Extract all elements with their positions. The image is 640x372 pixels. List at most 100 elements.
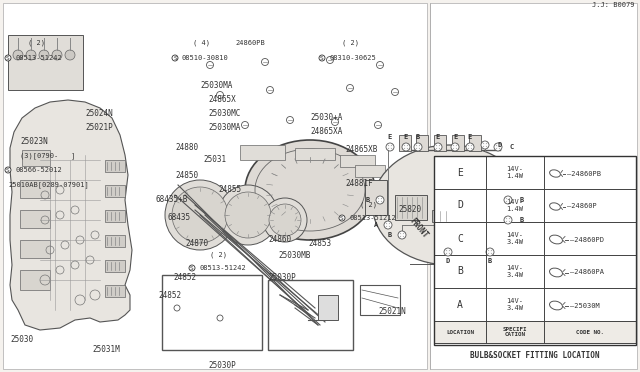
Circle shape — [241, 122, 248, 128]
Bar — [360, 285, 400, 315]
Text: E: E — [404, 134, 408, 140]
Circle shape — [451, 143, 459, 151]
Text: J.J: B0079: J.J: B0079 — [593, 2, 635, 8]
Circle shape — [39, 50, 49, 60]
Text: 14V-
1.4W: 14V- 1.4W — [506, 199, 524, 212]
Bar — [20, 240, 50, 258]
Text: —24860PA: —24860PA — [570, 269, 604, 276]
Text: 25031: 25031 — [203, 155, 226, 164]
Text: 08510-30810: 08510-30810 — [182, 55, 228, 61]
Bar — [268, 280, 353, 350]
Text: ( 2): ( 2) — [28, 40, 45, 46]
Circle shape — [386, 143, 394, 151]
Text: C: C — [457, 234, 463, 244]
Text: —25030M: —25030M — [570, 302, 600, 308]
Bar — [22, 150, 50, 166]
Bar — [340, 155, 375, 167]
Text: 24855: 24855 — [218, 186, 241, 195]
Text: 14V-
3.4W: 14V- 3.4W — [506, 298, 524, 311]
Text: A: A — [457, 299, 463, 310]
Text: 68435: 68435 — [168, 214, 191, 222]
Circle shape — [332, 119, 339, 125]
Text: 08566-52012: 08566-52012 — [15, 167, 61, 173]
Text: 25030P: 25030P — [268, 273, 296, 282]
Circle shape — [165, 180, 235, 250]
Circle shape — [376, 61, 383, 68]
Circle shape — [504, 193, 508, 197]
Text: CODE NO.: CODE NO. — [576, 330, 604, 334]
Text: 24870: 24870 — [185, 238, 208, 247]
Circle shape — [346, 84, 353, 92]
Circle shape — [26, 50, 36, 60]
Circle shape — [326, 57, 333, 64]
Bar — [452, 135, 464, 151]
Text: 25010AB[0289-07901]: 25010AB[0289-07901] — [8, 182, 89, 188]
Bar — [434, 222, 636, 255]
Text: D: D — [457, 201, 463, 211]
Text: 68435+B: 68435+B — [155, 196, 188, 205]
Bar — [105, 160, 125, 172]
Text: 08513-51212: 08513-51212 — [349, 215, 396, 221]
Circle shape — [172, 187, 228, 243]
Text: E: E — [468, 134, 472, 140]
Text: 24865XB: 24865XB — [345, 145, 378, 154]
Text: 25030: 25030 — [10, 336, 33, 344]
Text: 25023N: 25023N — [20, 138, 48, 147]
Text: LOCATION: LOCATION — [446, 330, 474, 334]
Bar — [416, 135, 428, 151]
Circle shape — [434, 143, 442, 151]
Text: 14V-
3.4W: 14V- 3.4W — [506, 232, 524, 245]
Text: B: B — [520, 217, 524, 223]
Bar — [395, 195, 427, 220]
Circle shape — [514, 193, 518, 197]
Text: SPECIFI
CATION: SPECIFI CATION — [503, 327, 527, 337]
Bar — [434, 288, 636, 321]
Bar — [105, 185, 125, 197]
Circle shape — [392, 89, 399, 96]
Text: B: B — [488, 258, 492, 264]
Text: (3)[0790-   ]: (3)[0790- ] — [20, 153, 76, 159]
Bar — [434, 156, 636, 189]
Bar — [295, 148, 335, 160]
Text: C: C — [510, 144, 515, 150]
Text: S: S — [190, 266, 194, 270]
Bar — [20, 180, 50, 198]
Text: BULB&SOCKET FITTING LOCATION: BULB&SOCKET FITTING LOCATION — [470, 350, 600, 359]
Circle shape — [207, 61, 214, 68]
Text: FRONT: FRONT — [408, 217, 429, 240]
Bar — [434, 189, 636, 222]
Bar — [432, 210, 452, 222]
Text: —24860P: —24860P — [567, 203, 596, 209]
Bar — [3, 3, 427, 369]
Circle shape — [486, 248, 494, 256]
Circle shape — [262, 58, 269, 65]
Text: E: E — [457, 167, 463, 177]
Bar — [20, 210, 50, 228]
Circle shape — [374, 122, 381, 128]
Text: D: D — [497, 142, 501, 148]
Circle shape — [269, 204, 301, 236]
Bar — [435, 255, 465, 273]
Ellipse shape — [245, 140, 375, 240]
Circle shape — [444, 248, 452, 256]
Bar — [105, 260, 125, 272]
Circle shape — [509, 193, 513, 197]
Text: 25021N: 25021N — [378, 308, 406, 317]
Text: B: B — [416, 134, 420, 140]
Circle shape — [402, 143, 410, 151]
Text: S: S — [6, 55, 10, 61]
Text: 24881F: 24881F — [345, 179, 372, 187]
Bar — [469, 135, 481, 151]
Circle shape — [519, 193, 523, 197]
Bar — [434, 321, 636, 343]
Text: 25021P: 25021P — [85, 124, 113, 132]
Text: 24860PB: 24860PB — [235, 40, 265, 46]
Text: B: B — [457, 266, 463, 276]
Text: —24860PD: —24860PD — [570, 237, 604, 243]
Text: 25030MA: 25030MA — [208, 124, 241, 132]
Text: 25030+A: 25030+A — [310, 113, 342, 122]
Circle shape — [376, 196, 384, 204]
Circle shape — [504, 216, 512, 224]
Text: —24860PB: —24860PB — [567, 170, 601, 176]
Text: 08513-51242: 08513-51242 — [15, 55, 61, 61]
